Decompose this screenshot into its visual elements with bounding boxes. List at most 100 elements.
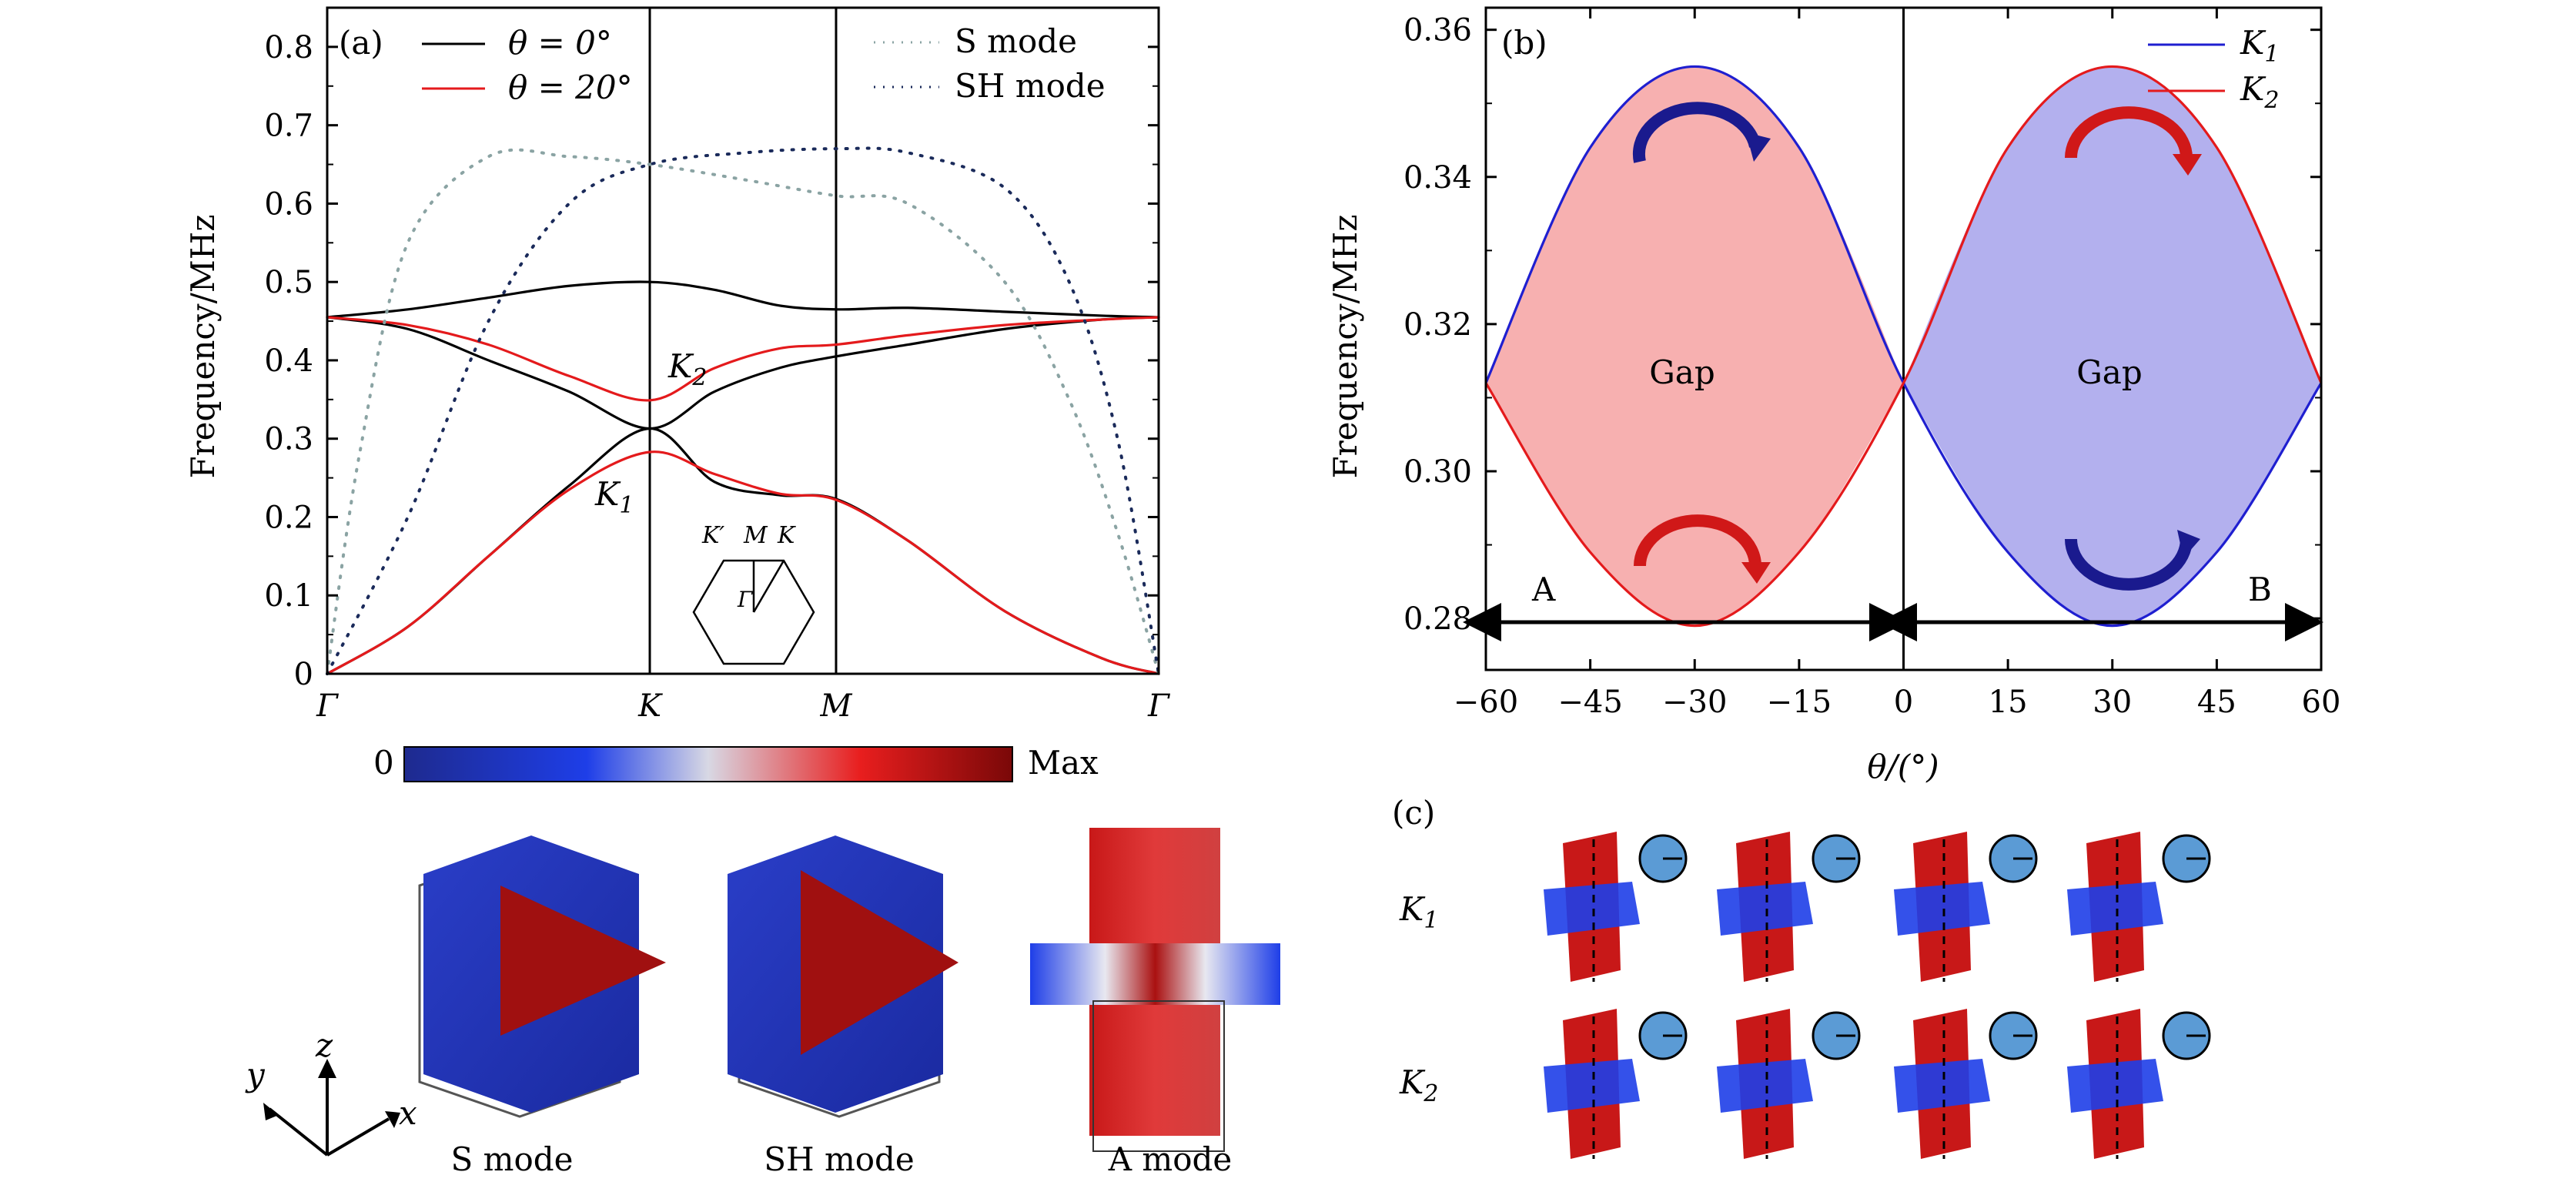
panel-a-series-4 (326, 316, 1160, 402)
panel-a-ytick-label-3: 0.3 (264, 422, 313, 457)
panel-c-cell-0-2 (1894, 832, 2038, 982)
mode-shape-s: S mode (418, 835, 666, 1178)
panel-a-frame (326, 6, 1160, 675)
panel-b-ytick-label-4: 0.36 (1403, 13, 1472, 49)
legend-k1-label: K1 (2240, 24, 2279, 68)
region-a-label: A (1531, 571, 1556, 608)
gap-label-right: Gap (2076, 353, 2142, 391)
axis-z-label: z (315, 1026, 333, 1064)
rotation-arrowhead-right-top (2173, 154, 2202, 176)
panel-a-ytick-label-8: 0.8 (264, 30, 313, 65)
panel-c-cell-0-1 (1717, 832, 1861, 982)
annotation-k1: K1 (594, 475, 634, 519)
panel-a-ticks: 00.10.20.30.40.50.60.70.8Γ K M Γ (264, 7, 1170, 724)
panel-b-ylabel: Frequency/MHz (1326, 214, 1364, 478)
legend-k2-label: K2 (2240, 70, 2279, 114)
panel-b-xtick-label-6: 30 (2093, 685, 2132, 720)
panel-a-ytick-label-6: 0.6 (264, 186, 313, 222)
panel-c-row-k2: K2 (1399, 1063, 1438, 1107)
panel-b-xtick-label-5: 15 (1989, 685, 2028, 720)
panel-a-xtick-label-1: K (637, 688, 663, 724)
inset-gamma-label: Γ (737, 587, 754, 612)
panel-b-fill-right (1903, 66, 2321, 626)
legend-s-mode-label: S mode (955, 22, 1077, 60)
panel-a-series-6 (326, 146, 1160, 675)
panel-c-label: (c) (1392, 794, 1435, 832)
panel-a-label: (a) (339, 24, 383, 62)
panel-a-series-3 (326, 450, 1160, 675)
panel-a-xtick-label-3: Γ (1147, 688, 1170, 724)
coordinate-axes: y z x (245, 1026, 417, 1157)
panel-b-ytick-label-0: 0.28 (1403, 601, 1472, 637)
panel-a-series (326, 8, 1160, 675)
rotation-arrowhead-left-top (1746, 132, 1771, 162)
panel-b-xtick-label-7: 45 (2197, 685, 2236, 720)
panel-b-ytick-label-2: 0.32 (1403, 307, 1472, 343)
legend-theta20-label: θ = 20° (508, 69, 633, 106)
panel-a-ytick-label-7: 0.7 (264, 109, 313, 144)
panel-b-xlabel: θ/(°) (1867, 748, 1939, 785)
region-b-label: B (2248, 571, 2272, 608)
axis-y-label: y (245, 1056, 266, 1093)
legend-theta0-label: θ = 0° (508, 24, 612, 62)
annotation-k2: K2 (667, 347, 707, 391)
panel-a-series-5 (326, 148, 1160, 675)
mode-shape-a: A mode (1030, 828, 1280, 1178)
panel-a-series-2 (326, 280, 1160, 319)
panel-b-ticks: 0.28 0.30 0.32 0.34 0.36 −60 −45 −30 −15 0 15 30 45 6… (1403, 8, 2341, 720)
panel-c-mode-grid: (c) K1 K2 (1392, 794, 2211, 1159)
panel-b-series-k1 (1484, 65, 2323, 628)
panel-a-ytick-label-2: 0.2 (264, 500, 313, 535)
panel-a-ytick-label-4: 0.4 (264, 343, 313, 379)
panel-b-series-k2 (1484, 65, 2323, 628)
mode-shape-sh: SH mode (728, 835, 958, 1178)
panel-a-ylabel: Frequency/MHz (184, 214, 222, 478)
panel-b-xtick-label-2: −30 (1662, 685, 1727, 720)
panel-c-cell-1-1 (1717, 1009, 1861, 1159)
panel-a-xtick-label-2: M (819, 688, 852, 724)
panel-b-series (1484, 8, 2323, 670)
rotation-arrow-right-bottom (2065, 538, 2193, 591)
mode-label-sh: SH mode (764, 1140, 915, 1178)
panel-b-xtick-label-4: 0 (1894, 685, 1913, 720)
inset-m-label: M (743, 522, 768, 549)
panel-b-xtick-label-1: −45 (1557, 685, 1622, 720)
colorbar: 0 Max (373, 744, 1099, 782)
rotation-arrow-left-top (1632, 102, 1761, 163)
panel-a-ytick-label-5: 0.5 (264, 265, 313, 300)
panel-b-label: (b) (1501, 24, 1547, 62)
inset-k-label: K (777, 522, 796, 549)
panel-b-gap-vs-angle: 0.28 0.30 0.32 0.34 0.36 −60 −45 −30 −15 0 15 30 45 6… (1326, 6, 2341, 785)
panel-b-ytick-label-1: 0.30 (1403, 454, 1472, 490)
panel-a-ytick-label-0: 0 (294, 657, 313, 692)
panel-a-ytick-label-1: 0.1 (264, 578, 313, 614)
panel-a-series-1 (326, 316, 1160, 430)
mode-label-s: S mode (451, 1140, 574, 1178)
rotation-arrow-right-top (2065, 106, 2193, 159)
panel-b-xtick-label-3: −15 (1767, 685, 1832, 720)
legend-sh-mode-label: SH mode (955, 67, 1106, 105)
panel-c-cell-1-3 (2067, 1009, 2211, 1159)
rotation-arrowhead-right-bottom (2177, 530, 2200, 558)
brillouin-zone-inset: K′ M K Γ (692, 522, 815, 665)
panel-b-fill-left (1486, 66, 1904, 626)
colorbar-min-label: 0 (373, 744, 394, 782)
panel-b-xtick-label-8: 60 (2302, 685, 2341, 720)
panel-b-ytick-label-3: 0.34 (1403, 160, 1472, 196)
panel-c-cell-1-2 (1894, 1009, 2038, 1159)
colorbar-max-label: Max (1028, 744, 1099, 782)
rotation-arrowhead-left-bottom (1741, 562, 1771, 584)
axis-x-label: x (399, 1094, 417, 1132)
panel-c-cell-1-0 (1544, 1009, 1688, 1159)
gap-label-left: Gap (1649, 353, 1715, 391)
panel-c-cells (1544, 832, 2211, 1159)
colorbar-gradient (403, 746, 1013, 782)
panel-a-band-structure: 00.10.20.30.40.50.60.70.8Γ K M Γ (a) Freque… (184, 6, 1170, 724)
panel-c-cell-0-3 (2067, 832, 2211, 982)
panel-c-cell-0-0 (1544, 832, 1688, 982)
mode-label-a: A mode (1108, 1140, 1233, 1178)
inset-kprime-label: K′ (701, 522, 724, 549)
panel-b-xtick-label-0: −60 (1454, 685, 1518, 720)
panel-c-row-k1: K1 (1399, 890, 1438, 934)
